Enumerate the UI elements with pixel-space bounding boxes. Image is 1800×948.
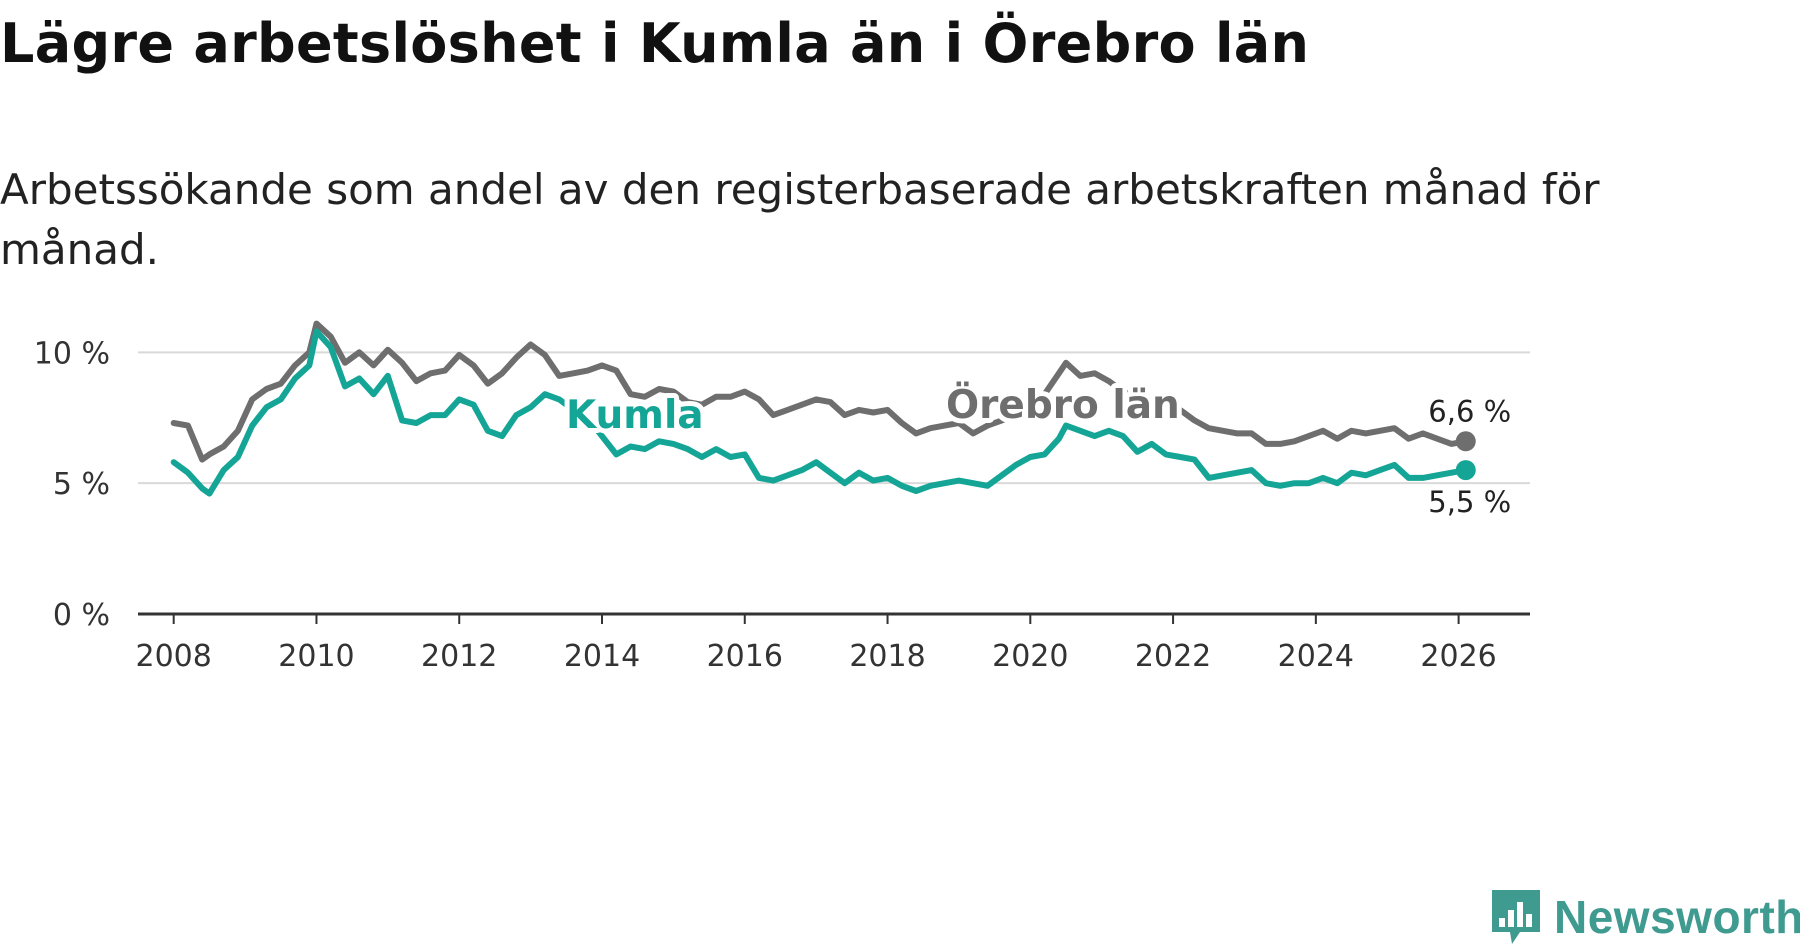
end-value-label-orebro-lan: 6,6 % [1428,394,1511,428]
newsworthy-logo: Newsworthy [1490,888,1800,946]
x-tick-label: 2014 [564,639,640,674]
chart-subtitle: Arbetssökande som andel av den registerb… [0,165,1600,274]
logo-text: Newsworthy [1554,891,1800,943]
end-value-label-kumla: 5,5 % [1428,485,1511,519]
series-line-kumla [170,328,1469,497]
end-point-orebro-lan [1455,431,1476,452]
x-tick-label: 2016 [707,639,783,674]
x-tick-label: 2010 [278,639,354,674]
bar-chart-badge-icon [1492,890,1540,944]
x-tick-label: 2018 [849,639,925,674]
series-line-orebro-lan [170,320,1469,463]
x-tick-label: 2022 [1135,639,1211,674]
x-tick-label: 2026 [1420,639,1496,674]
y-tick-label: 0 % [53,598,110,633]
series-label-halo: Kumla [566,393,704,438]
gridlines [138,351,1530,485]
chart-title: Lägre arbetslöshet i Kumla än i Örebro l… [0,12,1310,75]
x-tick-label: 2024 [1278,639,1354,674]
x-axis: 0 % 5 % 10 % 2008 2010 2012 2014 2016 2018 2020 20… [34,336,1530,674]
y-tick-label: 10 % [34,336,110,371]
series-label-orebro-lan: Örebro län [946,381,1180,428]
series-label-halo: Örebro län [946,381,1180,428]
x-tick-label: 2008 [136,639,212,674]
end-point-kumla [1455,460,1476,481]
series-lines [170,320,1476,497]
x-tick-label: 2012 [421,639,497,674]
y-tick-label: 5 % [53,467,110,502]
x-tick-label: 2020 [992,639,1068,674]
series-label-kumla: Kumla [566,393,704,438]
